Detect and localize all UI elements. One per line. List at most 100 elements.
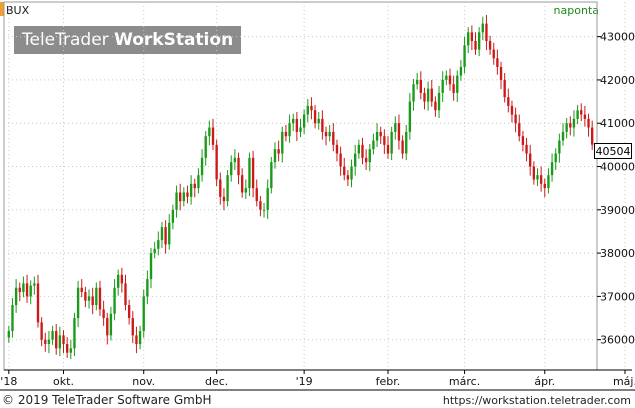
candle-body bbox=[332, 131, 335, 145]
candle-body bbox=[561, 131, 565, 141]
candle-body bbox=[430, 88, 433, 102]
candle-body bbox=[168, 222, 171, 245]
candle-body bbox=[510, 105, 514, 115]
candle-body bbox=[474, 40, 477, 50]
candle-body bbox=[193, 183, 196, 189]
last-price-badge: 40504 bbox=[594, 143, 632, 159]
candle-body bbox=[182, 192, 186, 202]
candle-body bbox=[200, 157, 204, 176]
candle-body bbox=[335, 144, 339, 154]
candle-body bbox=[127, 305, 131, 319]
candle-body bbox=[219, 179, 222, 197]
candle-body bbox=[426, 88, 430, 102]
candle-body bbox=[244, 188, 247, 193]
candle-body bbox=[372, 140, 375, 150]
candle-body bbox=[412, 84, 415, 102]
candle-body bbox=[230, 162, 233, 176]
candle-body bbox=[44, 339, 47, 345]
candle-body bbox=[7, 331, 11, 338]
y-tick-label: 40000 bbox=[600, 161, 635, 174]
candle-body bbox=[29, 285, 32, 297]
candle-body bbox=[463, 45, 466, 67]
candle-body bbox=[146, 279, 149, 297]
candle-body bbox=[14, 287, 18, 306]
candle-body bbox=[113, 287, 116, 314]
candle-body bbox=[405, 131, 408, 154]
candle-body bbox=[492, 49, 495, 59]
x-tick-label: nov. bbox=[132, 375, 155, 388]
candle-body bbox=[350, 166, 353, 180]
candle-body bbox=[477, 32, 481, 50]
candle-body bbox=[69, 348, 72, 353]
watermark-bold: WorkStation bbox=[114, 30, 234, 50]
candle-body bbox=[390, 131, 393, 154]
candle-body bbox=[419, 79, 423, 93]
candle-body bbox=[383, 136, 386, 145]
candle-body bbox=[423, 92, 426, 102]
ticker-label: BUX bbox=[6, 4, 30, 17]
candle-body bbox=[437, 92, 441, 111]
candle-body bbox=[361, 144, 364, 158]
candle-body bbox=[346, 175, 350, 180]
footer-url[interactable]: https://workstation.teletrader.com bbox=[442, 394, 631, 407]
candle-body bbox=[445, 75, 448, 80]
candle-body bbox=[84, 292, 87, 301]
candle-body bbox=[481, 23, 484, 33]
candle-body bbox=[590, 127, 594, 145]
candle-body bbox=[364, 157, 368, 163]
candle-body bbox=[467, 32, 470, 46]
candle-body bbox=[208, 127, 211, 137]
candle-body bbox=[189, 183, 193, 197]
candle-body bbox=[80, 287, 83, 293]
candle-body bbox=[507, 97, 510, 106]
candle-body bbox=[197, 175, 200, 189]
candle-body bbox=[302, 114, 306, 128]
candle-body bbox=[536, 175, 539, 180]
x-tick-label: febr. bbox=[376, 375, 401, 388]
candle-body bbox=[251, 157, 255, 189]
candle-body bbox=[539, 175, 543, 184]
candle-body bbox=[357, 144, 361, 154]
candle-body bbox=[237, 157, 240, 176]
candle-body bbox=[233, 157, 237, 163]
candle-body bbox=[558, 140, 561, 154]
candle-body bbox=[62, 335, 65, 345]
candle-body bbox=[178, 192, 182, 202]
candle-body bbox=[270, 162, 273, 189]
candle-body bbox=[186, 192, 189, 197]
candle-body bbox=[149, 253, 153, 280]
candle-body bbox=[102, 309, 105, 319]
candle-body bbox=[259, 201, 262, 210]
candle-body bbox=[11, 305, 14, 332]
candle-body bbox=[76, 287, 80, 319]
candle-body bbox=[401, 140, 404, 154]
candle-body bbox=[87, 296, 91, 301]
candle-body bbox=[441, 79, 444, 93]
candle-body bbox=[525, 144, 528, 154]
candle-body bbox=[324, 131, 328, 137]
candle-body bbox=[211, 127, 215, 145]
candle-body bbox=[456, 75, 459, 93]
y-tick-label: 37000 bbox=[600, 290, 635, 303]
y-tick-label: 41000 bbox=[600, 117, 635, 130]
candle-body bbox=[95, 287, 98, 306]
candle-body bbox=[514, 114, 517, 124]
candle-body bbox=[470, 32, 474, 41]
candle-body bbox=[135, 335, 138, 345]
candle-body bbox=[138, 331, 142, 345]
candle-body bbox=[248, 157, 251, 189]
candle-body bbox=[503, 79, 506, 98]
candle-body bbox=[33, 283, 36, 286]
candle-body bbox=[569, 123, 572, 128]
candle-body bbox=[120, 274, 124, 284]
candle-body bbox=[22, 283, 25, 293]
candle-body bbox=[386, 144, 390, 154]
candle-body bbox=[131, 318, 134, 336]
x-tick-label: '18 bbox=[0, 375, 17, 388]
candle-body bbox=[580, 110, 583, 115]
candle-body bbox=[215, 144, 218, 180]
candle-body bbox=[532, 166, 536, 180]
candle-body bbox=[255, 188, 258, 202]
candle-body bbox=[394, 123, 397, 132]
